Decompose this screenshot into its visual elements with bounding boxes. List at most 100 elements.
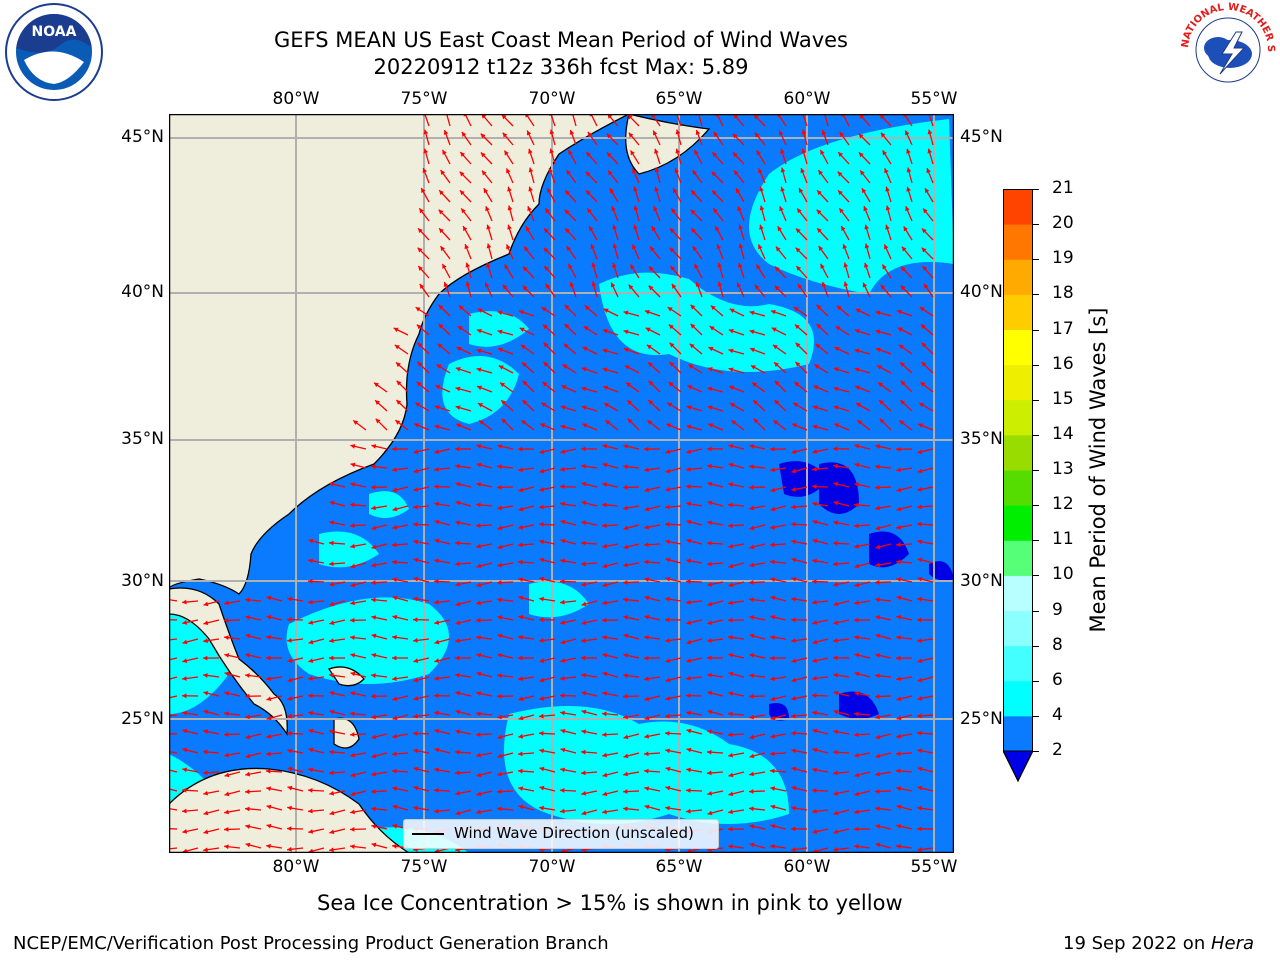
direction-arrowhead <box>245 824 251 829</box>
direction-arrowhead <box>854 348 860 354</box>
direction-arrowhead <box>476 732 481 737</box>
direction-arrowhead <box>686 449 692 454</box>
direction-arrowhead <box>875 464 880 470</box>
direction-arrowhead <box>749 653 755 658</box>
direction-arrowhead <box>623 329 629 335</box>
map-legend: Wind Wave Direction (unscaled) <box>403 819 719 849</box>
direction-arrowhead <box>543 247 549 253</box>
direction-arrowhead <box>329 847 334 853</box>
direction-arrowhead <box>394 344 400 350</box>
direction-arrowhead <box>752 382 758 388</box>
direction-arrowhead <box>417 342 423 348</box>
direction-arrowhead <box>686 767 691 773</box>
direction-arrowhead <box>455 601 461 607</box>
direction-arrowhead <box>917 638 922 643</box>
direction-arrowhead <box>813 385 819 390</box>
direction-arrowhead <box>686 405 692 410</box>
direction-arrowhead <box>521 420 527 425</box>
direction-arrowhead <box>837 171 843 177</box>
direction-arrowhead <box>882 264 887 270</box>
direction-arrowhead <box>612 262 617 268</box>
direction-arrowhead <box>623 544 629 550</box>
direction-arrowhead <box>673 188 678 194</box>
nws-logo: NATIONAL WEATHER SERVICE <box>1174 0 1278 98</box>
direction-arrowhead <box>497 633 503 639</box>
direction-arrowhead <box>266 751 271 757</box>
direction-arrowhead <box>224 809 229 815</box>
sea-ice-caption: Sea Ice Concentration > 15% is shown in … <box>317 891 903 915</box>
direction-arrowhead <box>707 405 713 410</box>
chart-title-line1: GEFS MEAN US East Coast Mean Period of W… <box>274 28 848 52</box>
direction-arrowhead <box>855 308 861 314</box>
direction-arrowhead <box>644 696 650 702</box>
direction-arrowhead <box>669 342 675 348</box>
direction-arrowhead <box>287 826 292 832</box>
direction-arrowhead <box>581 638 586 643</box>
direction-arrowhead <box>371 597 376 603</box>
direction-arrowhead <box>686 484 691 489</box>
direction-arrowhead <box>758 244 763 250</box>
direction-arrowhead <box>506 244 511 250</box>
direction-arrowhead <box>812 639 818 645</box>
direction-arrowhead <box>665 766 671 772</box>
direction-arrowhead <box>203 638 208 644</box>
direction-arrowhead <box>864 224 870 230</box>
direction-arrowhead <box>182 808 187 814</box>
direction-arrowhead <box>623 633 629 639</box>
direction-arrowhead <box>182 728 188 734</box>
direction-arrowhead <box>792 423 798 428</box>
direction-arrowhead <box>455 690 461 696</box>
direction-arrowhead <box>308 787 313 793</box>
direction-arrowhead <box>812 484 817 489</box>
direction-arrowhead <box>518 733 524 739</box>
direction-arrowhead <box>770 655 775 661</box>
direction-arrowhead <box>460 152 466 157</box>
direction-arrowhead <box>791 576 797 582</box>
direction-arrowhead <box>728 523 733 529</box>
direction-arrowhead <box>287 805 292 811</box>
direction-arrowhead <box>455 540 460 546</box>
direction-arrowhead <box>749 842 755 848</box>
direction-arrowhead <box>728 635 733 640</box>
direction-arrowhead <box>421 188 426 194</box>
direction-arrowhead <box>371 505 376 511</box>
direction-arrowhead <box>602 732 607 738</box>
direction-arrowhead <box>203 829 209 835</box>
direction-arrowhead <box>455 367 461 372</box>
direction-arrowhead <box>899 420 905 425</box>
colorbar-tick-label: 11 <box>1052 529 1074 550</box>
direction-arrowhead <box>716 244 722 250</box>
direction-arrowhead <box>917 677 923 683</box>
direction-arrowhead <box>418 228 423 234</box>
direction-arrowhead <box>392 696 398 702</box>
direction-arrowhead <box>707 582 713 587</box>
direction-arrowhead <box>833 520 839 526</box>
direction-arrowhead <box>461 131 467 137</box>
direction-arrowhead <box>795 342 801 348</box>
direction-arrowhead <box>605 420 611 425</box>
direction-arrowhead <box>581 672 586 678</box>
lat-tick-right: 45°N <box>960 127 1003 147</box>
direction-arrowhead <box>581 581 587 587</box>
direction-arrowhead <box>392 559 397 565</box>
direction-arrowhead <box>818 170 823 176</box>
direction-arrowhead <box>224 600 229 606</box>
direction-arrowhead <box>610 282 616 288</box>
map-frame <box>168 113 955 854</box>
direction-arrowhead <box>833 709 839 715</box>
direction-arrowhead <box>329 770 334 776</box>
direction-arrowhead <box>329 690 335 696</box>
direction-arrowhead <box>896 542 901 548</box>
direction-arrowhead <box>884 168 889 174</box>
direction-arrowhead <box>413 557 419 563</box>
direction-arrowhead <box>770 804 776 810</box>
direction-arrowhead <box>898 344 904 350</box>
direction-arrowhead <box>917 596 922 602</box>
direction-arrowhead <box>203 749 208 755</box>
direction-arrowhead <box>669 247 675 253</box>
direction-arrowhead <box>434 710 439 716</box>
direction-arrowhead <box>749 753 755 759</box>
direction-arrowhead <box>795 228 801 234</box>
direction-arrowhead <box>812 675 817 681</box>
direction-arrowhead <box>833 540 838 546</box>
